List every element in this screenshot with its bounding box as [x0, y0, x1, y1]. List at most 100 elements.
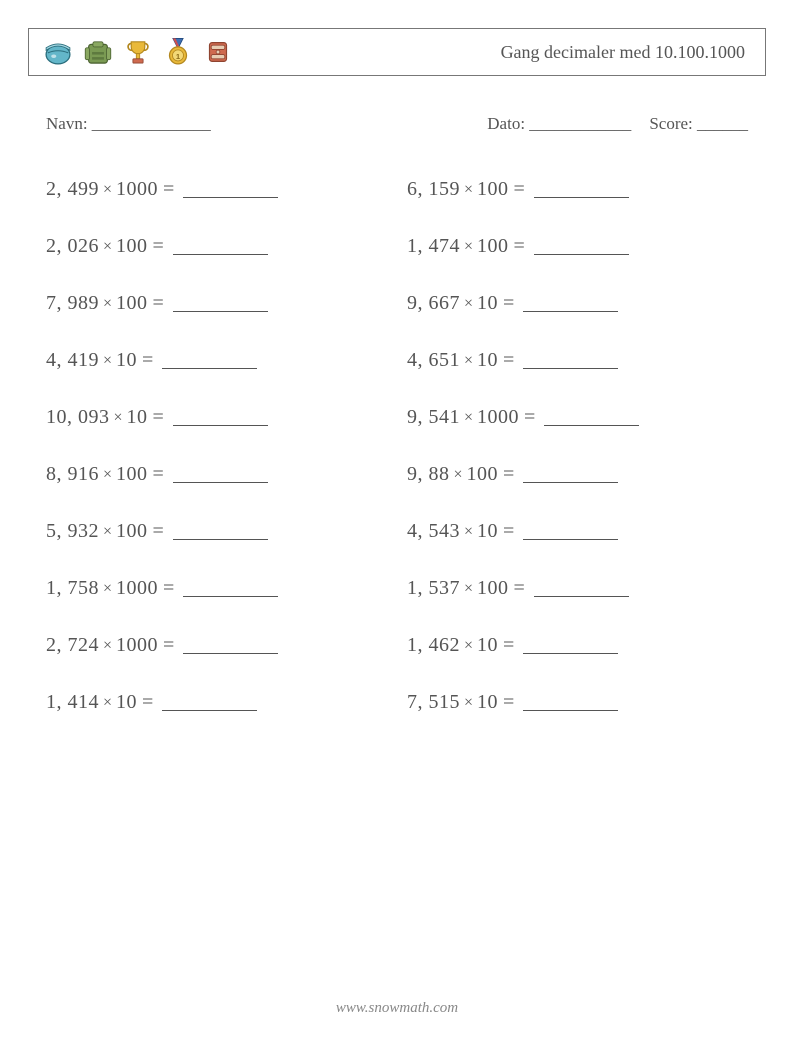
operand-b: 100 — [477, 235, 509, 257]
times-symbol: × — [99, 352, 116, 369]
times-symbol: × — [450, 466, 467, 483]
answer-blank — [173, 464, 268, 483]
answer-blank — [162, 350, 257, 369]
fishbowl-icon — [41, 35, 75, 69]
operand-b: 10 — [477, 292, 498, 314]
problem-item: 2, 026×100 = — [46, 233, 387, 258]
answer-blank — [183, 635, 278, 654]
operand-a: 4, 543 — [407, 520, 460, 542]
times-symbol: × — [99, 466, 116, 483]
problem-item: 7, 515×10 = — [407, 689, 748, 714]
answer-blank — [183, 179, 278, 198]
score-field: Score: ______ — [649, 114, 748, 134]
operand-a: 9, 667 — [407, 292, 460, 314]
times-symbol: × — [460, 238, 477, 255]
problem-item: 9, 88×100 = — [407, 461, 748, 486]
times-symbol: × — [99, 181, 116, 198]
answer-blank — [523, 521, 618, 540]
answer-blank — [173, 407, 268, 426]
times-symbol: × — [99, 238, 116, 255]
backpack-icon — [81, 35, 115, 69]
worksheet-page: 1 Gang decimaler med 10.100.1000 Navn: _… — [0, 0, 794, 1053]
operand-a: 5, 932 — [46, 520, 99, 542]
operand-a: 1, 537 — [407, 577, 460, 599]
name-field: Navn: ______________ — [46, 114, 211, 134]
operand-b: 10 — [477, 349, 498, 371]
problem-item: 9, 541×1000 = — [407, 404, 748, 429]
answer-blank — [534, 236, 629, 255]
problem-item: 1, 537×100 = — [407, 575, 748, 600]
answer-blank — [523, 464, 618, 483]
times-symbol: × — [460, 295, 477, 312]
operand-a: 1, 462 — [407, 634, 460, 656]
operand-b: 100 — [116, 235, 148, 257]
times-symbol: × — [460, 637, 477, 654]
problem-item: 10, 093×10 = — [46, 404, 387, 429]
times-symbol: × — [460, 523, 477, 540]
operand-a: 7, 515 — [407, 691, 460, 713]
operand-b: 1000 — [116, 634, 158, 656]
footer-url: www.snowmath.com — [0, 1000, 794, 1017]
operand-a: 1, 474 — [407, 235, 460, 257]
operand-a: 9, 541 — [407, 406, 460, 428]
answer-blank — [534, 179, 629, 198]
operand-a: 10, 093 — [46, 406, 110, 428]
operand-a: 1, 758 — [46, 577, 99, 599]
operand-b: 10 — [477, 520, 498, 542]
date-field: Dato: ____________ — [487, 114, 631, 134]
problem-item: 8, 916×100 = — [46, 461, 387, 486]
operand-a: 6, 159 — [407, 178, 460, 200]
header-icons: 1 — [41, 35, 235, 69]
answer-blank — [173, 521, 268, 540]
operand-b: 1000 — [477, 406, 519, 428]
operand-b: 100 — [116, 463, 148, 485]
answer-blank — [523, 293, 618, 312]
operand-a: 4, 651 — [407, 349, 460, 371]
info-right: Dato: ____________ Score: ______ — [487, 114, 748, 134]
times-symbol: × — [99, 637, 116, 654]
problem-item: 1, 414×10 = — [46, 689, 387, 714]
operand-b: 10 — [116, 691, 137, 713]
answer-blank — [534, 578, 629, 597]
times-symbol: × — [99, 523, 116, 540]
operand-a: 2, 499 — [46, 178, 99, 200]
operand-a: 8, 916 — [46, 463, 99, 485]
problem-item: 2, 724×1000 = — [46, 632, 387, 657]
answer-blank — [162, 692, 257, 711]
medal-icon: 1 — [161, 35, 195, 69]
operand-b: 100 — [116, 520, 148, 542]
problem-item: 7, 989×100 = — [46, 290, 387, 315]
times-symbol: × — [99, 295, 116, 312]
operand-b: 100 — [477, 577, 509, 599]
operand-b: 10 — [477, 691, 498, 713]
problem-item: 5, 932×100 = — [46, 518, 387, 543]
operand-b: 10 — [127, 406, 148, 428]
problem-item: 1, 462×10 = — [407, 632, 748, 657]
times-symbol: × — [460, 181, 477, 198]
operand-a: 2, 724 — [46, 634, 99, 656]
worksheet-title: Gang decimaler med 10.100.1000 — [501, 42, 753, 63]
answer-blank — [173, 293, 268, 312]
problem-item: 1, 758×1000 = — [46, 575, 387, 600]
operand-b: 1000 — [116, 178, 158, 200]
header-box: 1 Gang decimaler med 10.100.1000 — [28, 28, 766, 76]
problem-item: 2, 499×1000 = — [46, 176, 387, 201]
operand-a: 7, 989 — [46, 292, 99, 314]
operand-b: 10 — [116, 349, 137, 371]
info-row: Navn: ______________ Dato: ____________ … — [28, 114, 766, 134]
operand-a: 2, 026 — [46, 235, 99, 257]
operand-b: 1000 — [116, 577, 158, 599]
operand-b: 100 — [116, 292, 148, 314]
problem-item: 1, 474×100 = — [407, 233, 748, 258]
times-symbol: × — [460, 580, 477, 597]
problem-item: 9, 667×10 = — [407, 290, 748, 315]
times-symbol: × — [110, 409, 127, 426]
operand-b: 10 — [477, 634, 498, 656]
times-symbol: × — [99, 694, 116, 711]
answer-blank — [544, 407, 639, 426]
problem-item: 4, 419×10 = — [46, 347, 387, 372]
operand-a: 9, 88 — [407, 463, 450, 485]
weight-icon — [201, 35, 235, 69]
answer-blank — [523, 635, 618, 654]
problems-grid: 2, 499×1000 = 6, 159×100 = 2, 026×100 = … — [28, 176, 766, 714]
